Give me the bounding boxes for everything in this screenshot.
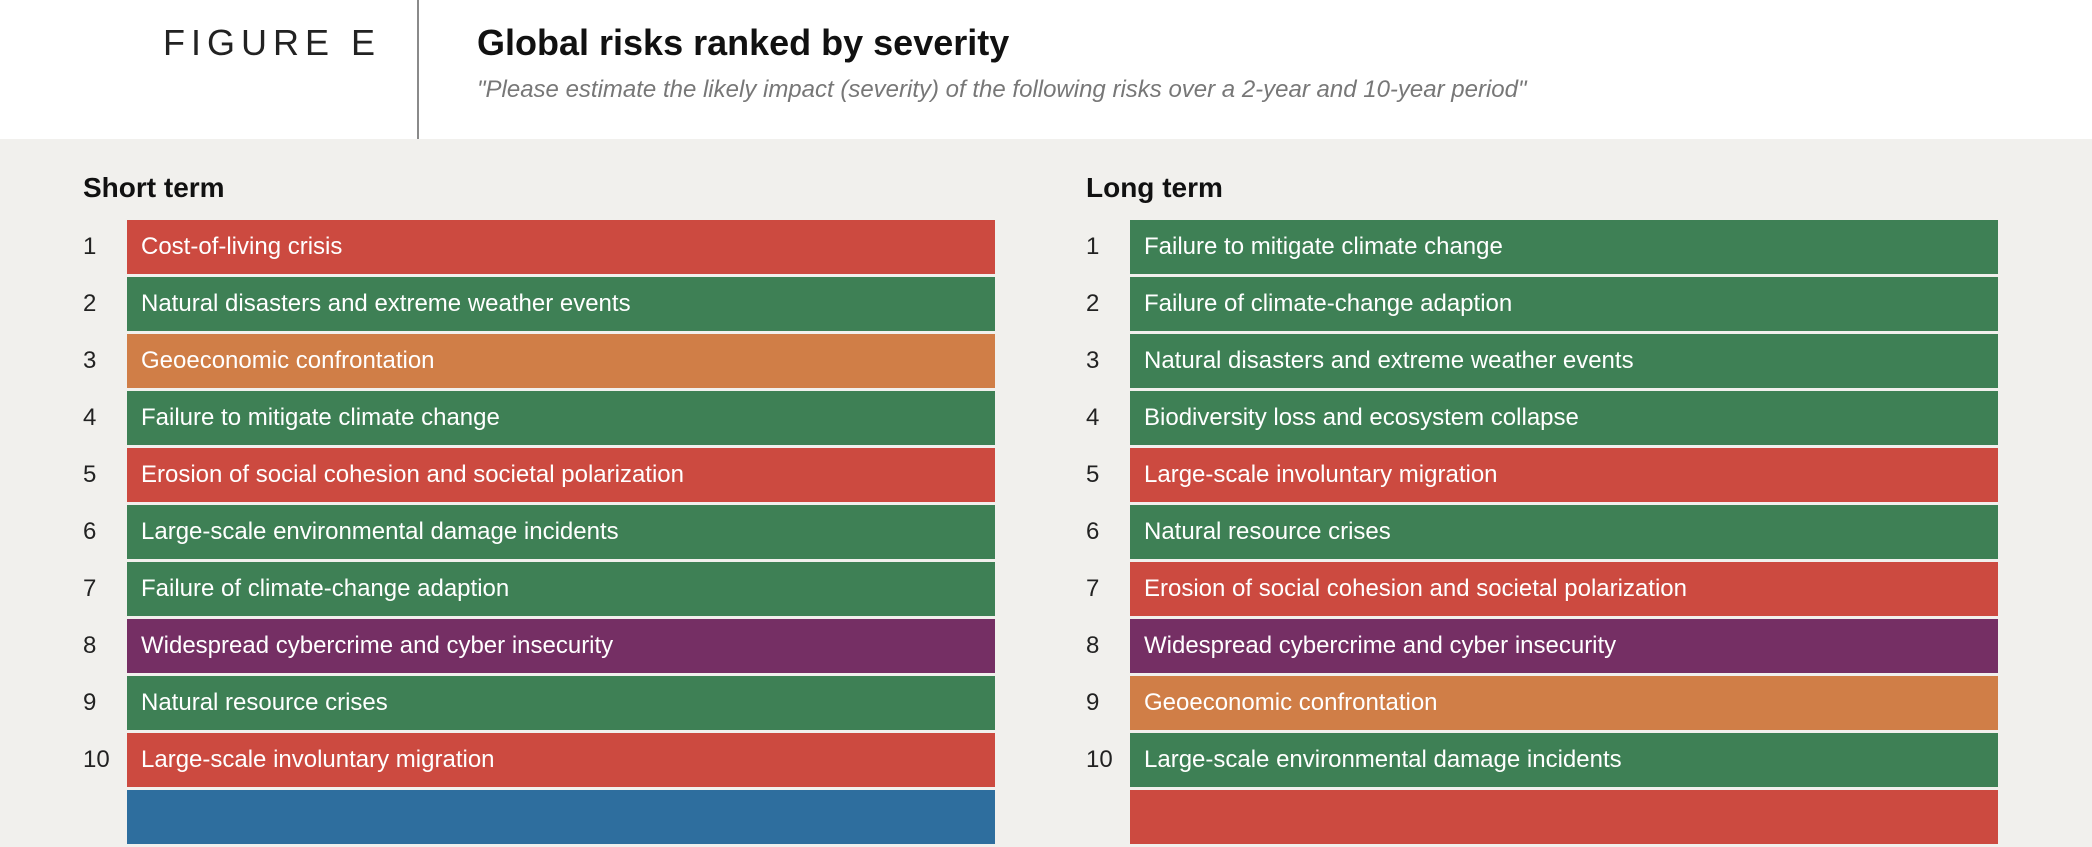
risk-row: 10 Large-scale involuntary migration	[83, 733, 995, 790]
risk-row: 1 Cost-of-living crisis	[83, 220, 995, 277]
risk-row: 8 Widespread cybercrime and cyber insecur…	[1086, 619, 1998, 676]
short-term-list: 1 Cost-of-living crisis 2 Natural disasters…	[83, 220, 995, 847]
long-term-title: Long term	[1086, 172, 1223, 203]
risk-bar: Geoeconomic confrontation	[1130, 676, 1998, 730]
risk-rank: 6	[1086, 518, 1100, 545]
risk-bar: Erosion of social cohesion and societal …	[127, 448, 995, 502]
risk-rank: 7	[1086, 575, 1100, 602]
risk-row: 4 Biodiversity loss and ecosystem collaps…	[1086, 391, 1998, 448]
risk-rank: 9	[83, 689, 97, 716]
risk-bar: Large-scale environmental damage inciden…	[127, 505, 995, 559]
risk-bar: Natural disasters and extreme weather ev…	[1130, 334, 1998, 388]
risk-row: 3 Natural disasters and extreme weather e…	[1086, 334, 1998, 391]
long-term-column: Long term 1 Failure to mitigate climate c…	[1086, 172, 1998, 847]
risk-rank: 4	[83, 404, 97, 431]
risk-bar: Failure to mitigate climate change	[1130, 220, 1998, 274]
risk-rank: 10	[1086, 746, 1113, 773]
risk-bar: Failure of climate-change adaption	[127, 562, 995, 616]
long-term-list: 1 Failure to mitigate climate change 2 Fail…	[1086, 220, 1998, 847]
risk-rank: 5	[83, 461, 97, 488]
risk-rank: 8	[83, 632, 97, 659]
risk-rank: 1	[1086, 233, 1100, 260]
risk-rank: 8	[1086, 632, 1100, 659]
risk-row: 5 Large-scale involuntary migration	[1086, 448, 1998, 505]
risk-bar: Failure of climate-change adaption	[1130, 277, 1998, 331]
risk-bar: Large-scale involuntary migration	[127, 733, 995, 787]
risk-row: 4 Failure to mitigate climate change	[83, 391, 995, 448]
risk-rank: 3	[83, 347, 97, 374]
risk-rank: 6	[83, 518, 97, 545]
risk-bar: Widespread cybercrime and cyber insecuri…	[127, 619, 995, 673]
risk-bar: Natural disasters and extreme weather ev…	[127, 277, 995, 331]
risk-row: 2 Failure of climate-change adaption	[1086, 277, 1998, 334]
risk-bar-cut-off	[1130, 790, 1998, 844]
risk-bar: Biodiversity loss and ecosystem collapse	[1130, 391, 1998, 445]
risk-rank: 1	[83, 233, 97, 260]
short-term-title: Short term	[83, 172, 225, 203]
risk-rank: 4	[1086, 404, 1100, 431]
risk-rank: 2	[83, 290, 97, 317]
risk-row-cut-off	[1086, 790, 1998, 847]
risk-rank: 2	[1086, 290, 1100, 317]
risk-rank: 9	[1086, 689, 1100, 716]
risk-row: 2 Natural disasters and extreme weather e…	[83, 277, 995, 334]
risk-row: 6 Natural resource crises	[1086, 505, 1998, 562]
risk-bar: Widespread cybercrime and cyber insecuri…	[1130, 619, 1998, 673]
risk-row: 7 Erosion of social cohesion and societal…	[1086, 562, 1998, 619]
risk-rank: 10	[83, 746, 110, 773]
risk-bar: Large-scale environmental damage inciden…	[1130, 733, 1998, 787]
risk-bar: Erosion of social cohesion and societal …	[1130, 562, 1998, 616]
risk-row-cut-off	[83, 790, 995, 847]
risk-row: 5 Erosion of social cohesion and societal…	[83, 448, 995, 505]
figure-header: FIGURE E Global risks ranked by severity…	[0, 0, 2092, 139]
figure-label: FIGURE E	[163, 22, 382, 63]
risk-bar: Natural resource crises	[127, 676, 995, 730]
risk-row: 7 Failure of climate-change adaption	[83, 562, 995, 619]
risk-row: 9 Natural resource crises	[83, 676, 995, 733]
risk-row: 3 Geoeconomic confrontation	[83, 334, 995, 391]
risk-row: 8 Widespread cybercrime and cyber insecur…	[83, 619, 995, 676]
risk-row: 10 Large-scale environmental damage incid…	[1086, 733, 1998, 790]
risk-bar: Geoeconomic confrontation	[127, 334, 995, 388]
risk-row: 6 Large-scale environmental damage incide…	[83, 505, 995, 562]
risk-bar-cut-off	[127, 790, 995, 844]
chart-subtitle: "Please estimate the likely impact (seve…	[477, 76, 1527, 103]
risk-bar: Cost-of-living crisis	[127, 220, 995, 274]
short-term-column: Short term 1 Cost-of-living crisis 2 Natura…	[83, 172, 995, 847]
risk-rank: 5	[1086, 461, 1100, 488]
risk-rank: 7	[83, 575, 97, 602]
risk-bar: Failure to mitigate climate change	[127, 391, 995, 445]
risk-bar: Natural resource crises	[1130, 505, 1998, 559]
risk-row: 1 Failure to mitigate climate change	[1086, 220, 1998, 277]
chart-title: Global risks ranked by severity	[477, 22, 1010, 63]
risk-rank: 3	[1086, 347, 1100, 374]
risk-row: 9 Geoeconomic confrontation	[1086, 676, 1998, 733]
header-divider	[417, 0, 419, 139]
risk-bar: Large-scale involuntary migration	[1130, 448, 1998, 502]
